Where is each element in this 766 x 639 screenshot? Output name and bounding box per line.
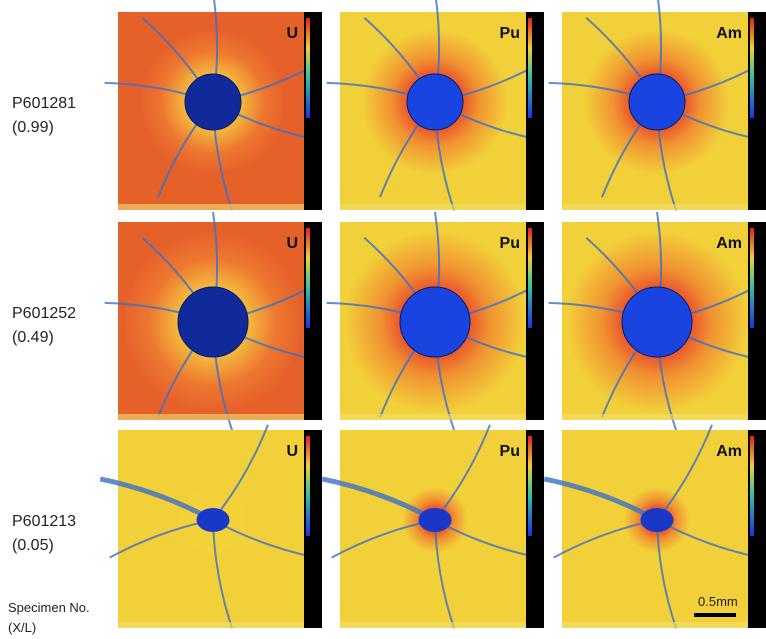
void [177, 286, 249, 358]
info-strip [118, 204, 304, 210]
specimen-id: P601281 [12, 95, 76, 112]
info-strip [562, 414, 748, 420]
specimen-ratio: (0.99) [12, 119, 54, 136]
color-scale [306, 228, 310, 328]
map-panel: Am [548, 211, 766, 431]
color-scale [750, 436, 754, 536]
specimen-id: P601252 [12, 305, 76, 322]
color-scale [306, 18, 310, 118]
void [196, 508, 230, 532]
info-strip [340, 204, 526, 210]
void [640, 508, 674, 532]
element-label: U [286, 235, 298, 252]
info-strip [340, 622, 526, 628]
void [621, 286, 693, 358]
specimen-ratio: (0.49) [12, 329, 54, 346]
element-label: Am [716, 443, 742, 460]
map-panel: U [104, 211, 322, 431]
color-scale [528, 18, 532, 118]
element-label: Pu [500, 235, 520, 252]
map-panel: Am [543, 424, 766, 629]
info-strip [118, 414, 304, 420]
void [628, 73, 686, 131]
scale-bar [694, 613, 736, 617]
void [399, 286, 471, 358]
map-panel: U [99, 424, 322, 629]
void [418, 508, 452, 532]
specimen-ratio: (0.05) [12, 537, 54, 554]
specimen-id: P601213 [12, 513, 76, 530]
color-scale [750, 228, 754, 328]
element-label: Am [716, 235, 742, 252]
color-scale [750, 18, 754, 118]
map-panel: Am [548, 0, 766, 211]
void [184, 73, 242, 131]
color-scale [528, 436, 532, 536]
footer-line2: (X/L) [8, 620, 36, 635]
element-label: Pu [500, 25, 520, 42]
info-strip [562, 622, 748, 628]
panels: U Pu Am U Pu Am U Pu Am [99, 0, 766, 629]
color-scale [306, 436, 310, 536]
map-panel: Pu [326, 211, 544, 431]
info-strip [340, 414, 526, 420]
element-label: Pu [500, 443, 520, 460]
element-label: U [286, 25, 298, 42]
element-label: Am [716, 25, 742, 42]
map-panel: Pu [321, 424, 544, 629]
color-scale [528, 228, 532, 328]
info-strip [562, 204, 748, 210]
map-panel: Pu [326, 0, 544, 211]
footer-line1: Specimen No. [8, 600, 90, 615]
scale-bar-label: 0.5mm [698, 594, 738, 609]
info-strip [118, 622, 304, 628]
void [406, 73, 464, 131]
element-label: U [286, 443, 298, 460]
map-panel: U [104, 0, 322, 211]
